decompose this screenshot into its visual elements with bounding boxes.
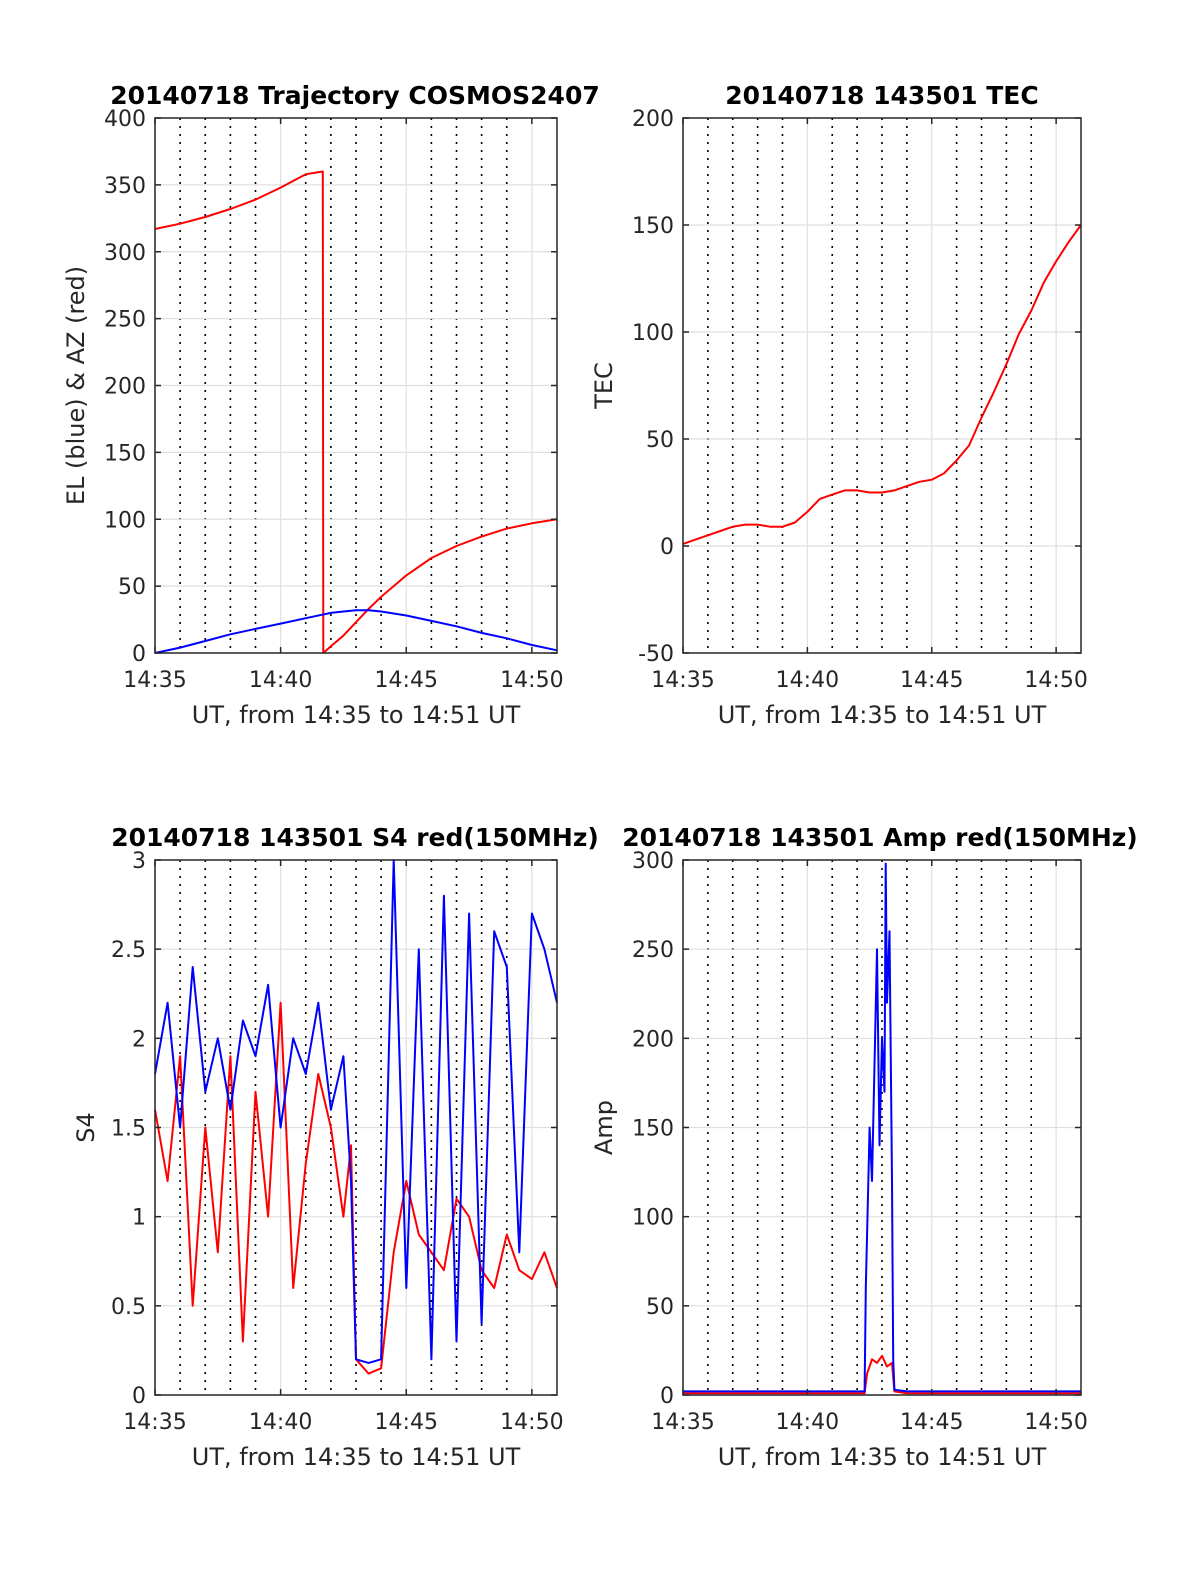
y-tick-label: 200 (632, 1027, 674, 1052)
y-tick-label: 100 (104, 508, 146, 533)
y-tick-label: 0 (132, 1384, 146, 1409)
x-tick-label: 14:50 (500, 1410, 563, 1435)
x-tick-label: 14:35 (123, 1410, 186, 1435)
y-tick-label: 3 (132, 849, 146, 874)
x-axis-label: UT, from 14:35 to 14:51 UT (192, 701, 521, 729)
y-tick-label: 400 (104, 107, 146, 132)
axes-box (682, 117, 1082, 654)
y-tick-label: 200 (632, 107, 674, 132)
y-axis-label: S4 (72, 1112, 100, 1143)
y-tick-label: 1.5 (111, 1117, 146, 1142)
y-tick-label: 100 (632, 1206, 674, 1231)
series-line-1 (154, 170, 558, 654)
chart-panel-3: 14:35 14:40 14:45 14:50 0 0.5 1 1.5 2 2.5 32014071… (72, 823, 599, 1471)
chart-title: 20140718 143501 TEC (725, 81, 1038, 110)
y-tick-label: 150 (632, 1117, 674, 1142)
y-tick-label: 1 (132, 1206, 146, 1231)
y-tick-label: 2.5 (111, 938, 146, 963)
y-tick-label: 0.5 (111, 1295, 146, 1320)
y-tick-label: 300 (632, 849, 674, 874)
y-axis-label: EL (blue) & AZ (red) (62, 266, 90, 505)
chart-title: 20140718 143501 Amp red(150MHz) (622, 823, 1138, 852)
y-tick-label: 50 (646, 428, 674, 453)
y-tick-label: 150 (104, 441, 146, 466)
y-tick-label: 150 (632, 214, 674, 239)
x-tick-label: 14:50 (1024, 668, 1087, 693)
chart-panel-2: 14:35 14:40 14:45 14:50 -50 0 50 100 150 200 20140… (590, 81, 1088, 729)
y-tick-label: 0 (660, 535, 674, 560)
y-axis-label: Amp (590, 1100, 618, 1155)
x-tick-label: 14:40 (776, 1410, 839, 1435)
series-line-2 (683, 862, 1081, 1393)
x-axis-label: UT, from 14:35 to 14:51 UT (718, 701, 1047, 729)
x-tick-label: 14:35 (651, 1410, 714, 1435)
y-tick-label: 250 (632, 938, 674, 963)
y-tick-label: 50 (118, 575, 146, 600)
y-tick-label: 0 (132, 642, 146, 667)
y-tick-label: -50 (638, 642, 674, 667)
y-tick-label: 300 (104, 241, 146, 266)
series-line-2 (154, 859, 558, 1364)
x-tick-label: 14:45 (900, 668, 963, 693)
x-axis-label: UT, from 14:35 to 14:51 UT (718, 1443, 1047, 1471)
y-axis-label: TEC (590, 362, 618, 410)
chart-panel-4: 14:35 14:40 14:45 14:50 0 50 100 150 200 250 30020… (590, 823, 1138, 1471)
series-line-2 (154, 609, 558, 654)
chart-panel-1: 14:35 14:40 14:45 14:50 0 50 100 150 200 250 300 35… (62, 81, 600, 729)
y-tick-label: 250 (104, 308, 146, 333)
y-tick-label: 2 (132, 1027, 146, 1052)
x-axis-label: UT, from 14:35 to 14:51 UT (192, 1443, 521, 1471)
series-line-1 (683, 1354, 1081, 1395)
x-tick-label: 14:45 (375, 1410, 438, 1435)
series-line-1 (682, 224, 1082, 545)
x-tick-label: 14:45 (900, 1410, 963, 1435)
x-tick-label: 14:40 (249, 1410, 312, 1435)
x-tick-label: 14:40 (776, 668, 839, 693)
y-tick-label: 0 (660, 1384, 674, 1409)
y-tick-label: 100 (632, 321, 674, 346)
chart-title: 20140718 Trajectory COSMOS2407 (110, 81, 600, 110)
y-tick-label: 50 (646, 1295, 674, 1320)
chart-title: 20140718 143501 S4 red(150MHz) (111, 823, 599, 852)
x-tick-label: 14:35 (123, 668, 186, 693)
x-tick-label: 14:40 (249, 668, 312, 693)
x-tick-label: 14:35 (651, 668, 714, 693)
x-tick-label: 14:50 (500, 668, 563, 693)
y-tick-label: 200 (104, 375, 146, 400)
x-tick-label: 14:45 (375, 668, 438, 693)
y-tick-label: 350 (104, 174, 146, 199)
x-tick-label: 14:50 (1024, 1410, 1087, 1435)
